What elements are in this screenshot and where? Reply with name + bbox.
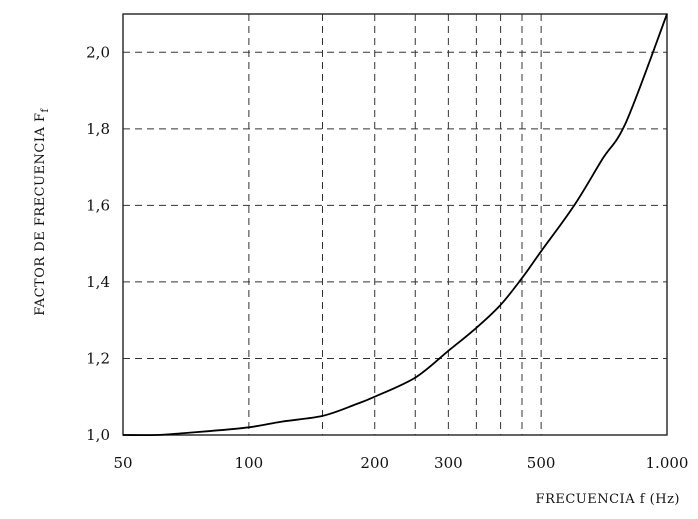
grid-layer (123, 14, 667, 435)
y-axis-label-text: FACTOR DE FRECUENCIA F (33, 112, 48, 315)
x-tick-label: 1.000 (646, 454, 689, 472)
y-tick-label: 1,0 (86, 426, 110, 444)
x-tick-label: 300 (434, 454, 463, 472)
frequency-factor-curve (122, 13, 668, 437)
y-tick-label: 2,0 (86, 43, 110, 61)
x-tick-label: 500 (527, 454, 556, 472)
y-axis-label-group: FACTOR DE FRECUENCIA Ff (33, 107, 51, 315)
x-tick-label: 200 (360, 454, 389, 472)
x-tick-label: 100 (235, 454, 264, 472)
x-tick-labels: 50 100 200 300 500 1.000 (113, 454, 688, 472)
y-axis-label: FACTOR DE FRECUENCIA Ff (33, 107, 51, 315)
y-tick-label: 1,2 (86, 349, 110, 367)
x-axis-label: FRECUENCIA f (Hz) (536, 492, 680, 507)
y-tick-label: 1,8 (86, 120, 110, 138)
curve-layer (122, 13, 668, 437)
y-tick-label: 1,6 (86, 196, 110, 214)
y-tick-labels: 1,0 1,2 1,4 1,6 1,8 2,0 (86, 43, 110, 444)
y-tick-label: 1,4 (86, 273, 110, 291)
plot-frame (122, 13, 668, 436)
y-axis-label-subscript: f (40, 107, 51, 112)
x-tick-label: 50 (113, 454, 132, 472)
